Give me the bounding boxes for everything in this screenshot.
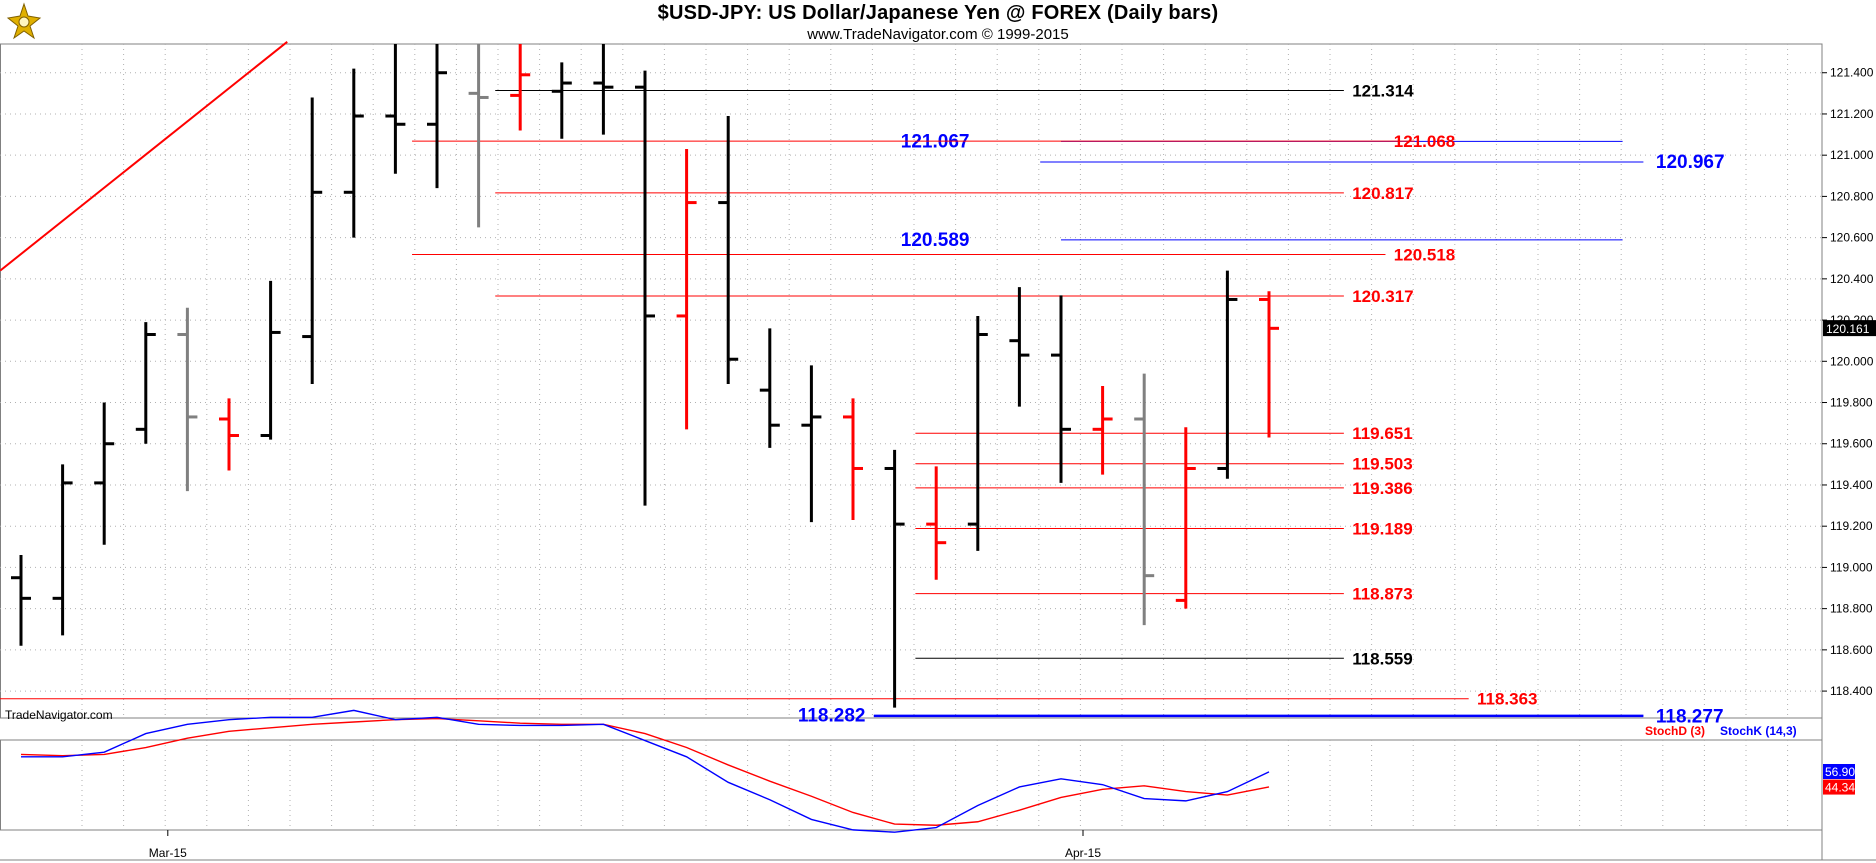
ohlc-bar xyxy=(177,307,198,492)
level-label: 119.189 xyxy=(1352,519,1413,538)
ohlc-bar xyxy=(468,44,489,228)
ohlc-bar xyxy=(385,44,406,174)
x-tick-label: Mar-15 xyxy=(149,846,187,860)
y-tick-label: 120.600 xyxy=(1830,231,1874,245)
stoch-d-value: 44.34 xyxy=(1825,781,1855,795)
ohlc-bar xyxy=(1009,287,1030,407)
level-label: 118.363 xyxy=(1477,690,1538,709)
legend-stoch-k: StochK (14,3) xyxy=(1720,724,1797,738)
level-label: 120.589 xyxy=(901,230,970,251)
ohlc-bar xyxy=(926,466,947,580)
ohlc-bar xyxy=(1092,386,1113,475)
stoch-d-badge xyxy=(1823,779,1855,795)
level-label: 121.067 xyxy=(901,131,970,152)
level-label: 118.277 xyxy=(1656,706,1724,727)
ohlc-bar xyxy=(551,62,572,139)
y-tick-label: 121.000 xyxy=(1830,148,1874,162)
indicator-panel-frame xyxy=(0,739,1823,831)
y-tick-label: 119.800 xyxy=(1830,396,1873,410)
ohlc-bar xyxy=(219,398,239,471)
y-tick-label: 119.400 xyxy=(1830,478,1873,492)
stoch-d-line xyxy=(20,717,1270,826)
y-tick-label: 119.600 xyxy=(1830,437,1873,451)
y-tick-label: 119.000 xyxy=(1830,560,1873,574)
level-label: 119.503 xyxy=(1352,455,1413,474)
y-tick-label: 118.600 xyxy=(1830,643,1873,657)
ohlc-bar xyxy=(884,449,905,708)
level-label: 121.068 xyxy=(1394,132,1455,151)
y-tick-label: 121.200 xyxy=(1830,107,1874,121)
grid xyxy=(0,44,1822,830)
ohlc-bar xyxy=(967,315,988,551)
y-tick-label: 121.400 xyxy=(1830,66,1874,80)
watermark-text: TradeNavigator.com xyxy=(5,708,113,722)
ohlc-bar xyxy=(94,402,115,545)
level-label: 118.873 xyxy=(1352,585,1413,604)
level-label: 120.967 xyxy=(1656,152,1725,173)
ohlc-bar xyxy=(1134,373,1155,626)
level-label: 120.817 xyxy=(1352,184,1413,203)
ohlc-bar xyxy=(1217,270,1238,479)
level-label: 119.386 xyxy=(1352,479,1413,498)
y-tick-label: 118.800 xyxy=(1830,602,1873,616)
stoch-k-value: 56.90 xyxy=(1825,765,1855,779)
ohlc-bar xyxy=(260,280,281,440)
ohlc-bar xyxy=(343,68,364,238)
trendline xyxy=(0,41,288,272)
ohlc-bar xyxy=(11,555,31,646)
chart-subtitle: www.TradeNavigator.com © 1999-2015 xyxy=(807,26,1069,43)
y-tick-label: 119.200 xyxy=(1830,519,1873,533)
ohlc-bar xyxy=(427,44,447,189)
trade-navigator-logo-icon xyxy=(6,2,42,40)
ohlc-bar xyxy=(1259,291,1279,438)
chart-title: $USD-JPY: US Dollar/Japanese Yen @ FOREX… xyxy=(657,2,1219,24)
ohlc-bar xyxy=(801,365,822,523)
y-tick-label: 118.400 xyxy=(1830,684,1873,698)
ohlc-bar xyxy=(843,398,863,521)
last-price-label: 120.161 xyxy=(1826,322,1870,336)
ohlc-bar xyxy=(759,328,780,448)
ohlc-bar xyxy=(676,148,697,430)
y-tick-label: 120.000 xyxy=(1830,354,1874,368)
ohlc-bar xyxy=(1175,427,1196,609)
y-tick-label: 120.400 xyxy=(1830,272,1874,286)
ohlc-bar xyxy=(302,97,323,384)
y-tick-label: 120.800 xyxy=(1830,189,1874,203)
level-label: 120.317 xyxy=(1352,287,1413,306)
ohlc-bar xyxy=(718,116,739,384)
ohlc-bar xyxy=(135,322,156,444)
ohlc-bar xyxy=(1051,295,1071,483)
legend-stoch-d: StochD (3) xyxy=(1645,724,1705,738)
level-label: 118.282 xyxy=(798,705,866,726)
ohlc-bar xyxy=(635,70,655,506)
stoch-k-line xyxy=(21,709,1270,833)
ohlc-bar xyxy=(593,44,614,135)
x-tick-label: Apr-15 xyxy=(1065,846,1101,860)
stoch-k-badge xyxy=(1823,763,1855,779)
ohlc-bar xyxy=(52,464,73,636)
ohlc-bar xyxy=(510,44,531,131)
level-label: 118.559 xyxy=(1352,649,1413,668)
level-label: 119.651 xyxy=(1352,424,1413,443)
last-price-badge xyxy=(1823,320,1876,337)
level-label: 120.518 xyxy=(1394,246,1455,265)
level-label: 121.314 xyxy=(1352,81,1414,100)
